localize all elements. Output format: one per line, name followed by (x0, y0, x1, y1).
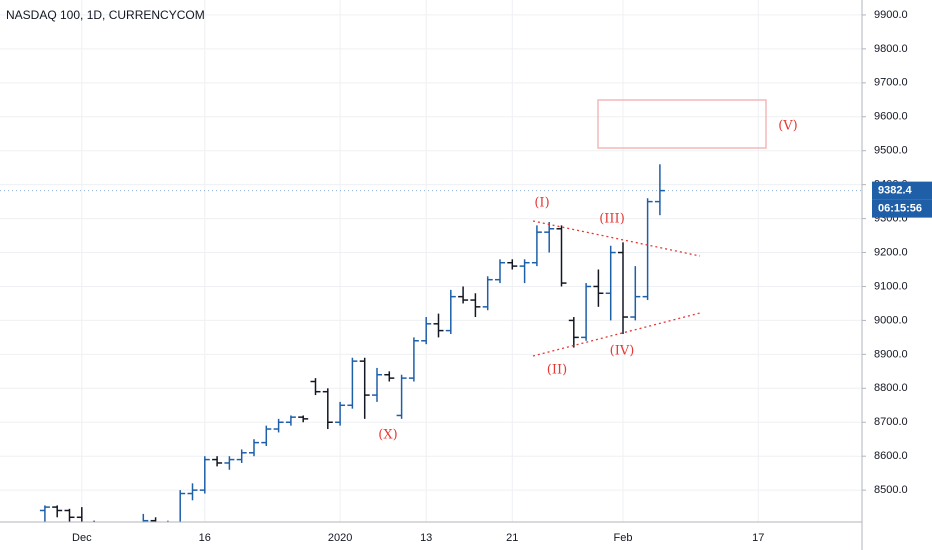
y-tick-label: 8900.0 (874, 348, 908, 360)
x-tick-label: 21 (506, 532, 518, 544)
wave-label: (III) (599, 212, 625, 227)
trend-line (532, 220, 701, 257)
y-tick-label: 8500.0 (874, 484, 908, 496)
x-tick-label: Feb (614, 532, 633, 544)
countdown-box (872, 199, 932, 218)
y-tick-label: 8800.0 (874, 382, 908, 394)
x-tick-label: 2020 (328, 532, 352, 544)
y-tick-label: 8600.0 (874, 450, 908, 462)
x-tick-label: Dec (72, 532, 92, 544)
last-price-label: 9382.4 (878, 185, 913, 197)
x-tick-label: 17 (752, 532, 764, 544)
chart-title: NASDAQ 100, 1D, CURRENCYCOM (6, 8, 205, 22)
trend-line (532, 312, 701, 357)
x-tick-label: 16 (199, 532, 211, 544)
wave-label: (V) (778, 119, 798, 134)
y-tick-label: 9600.0 (874, 111, 908, 123)
wave-label: (IV) (610, 344, 635, 359)
countdown-label: 06:15:56 (878, 203, 922, 215)
wave-label: (I) (534, 196, 549, 211)
y-tick-label: 9900.0 (874, 9, 908, 21)
x-tick-label: 13 (420, 532, 432, 544)
target-box (597, 99, 767, 149)
y-tick-label: 8700.0 (874, 416, 908, 428)
wave-label: (X) (378, 428, 397, 443)
y-tick-label: 9500.0 (874, 145, 908, 157)
y-tick-label: 9800.0 (874, 43, 908, 55)
y-tick-label: 9100.0 (874, 280, 908, 292)
y-tick-label: 9700.0 (874, 77, 908, 89)
wave-label: (II) (547, 363, 567, 378)
y-tick-label: 9000.0 (874, 314, 908, 326)
last-price-box (872, 181, 932, 200)
y-tick-label: 9200.0 (874, 246, 908, 258)
